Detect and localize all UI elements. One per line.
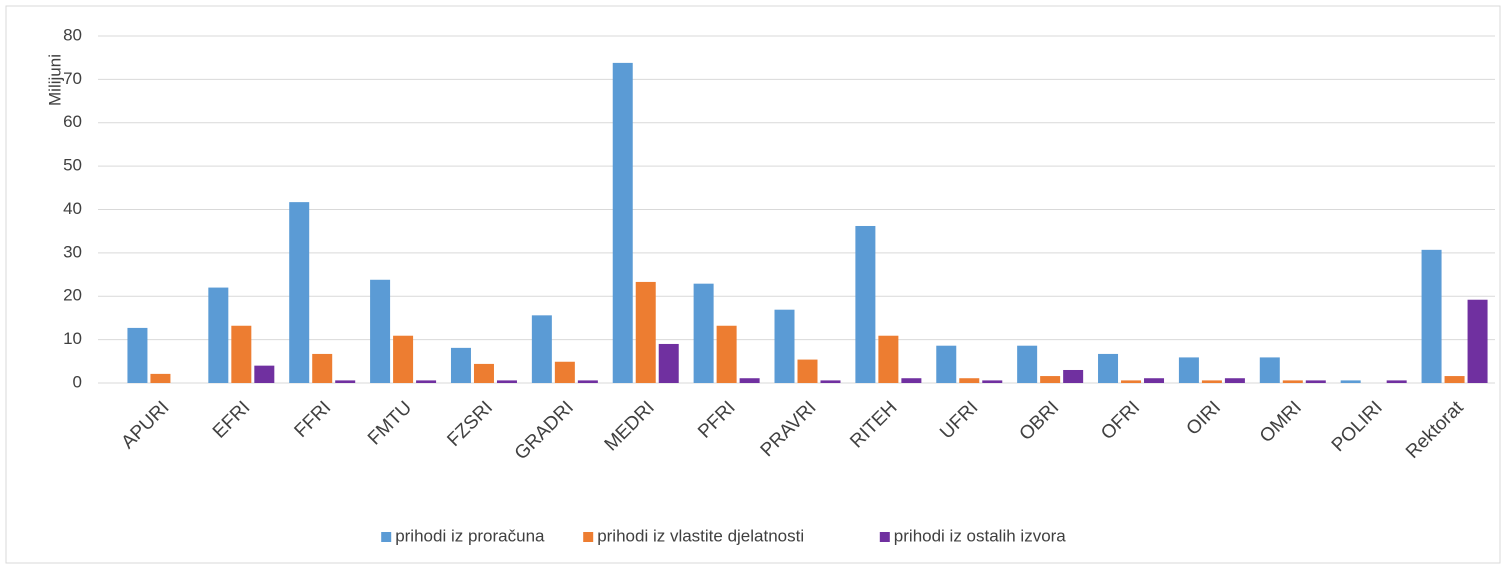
bar — [936, 345, 957, 383]
bar — [1386, 380, 1407, 383]
bar — [254, 365, 275, 383]
chart-border — [5, 5, 1501, 564]
bar — [1305, 380, 1326, 383]
y-tick-label: 0 — [73, 372, 82, 391]
legend-label: prihodi iz ostalih izvora — [894, 526, 1067, 545]
bar — [797, 359, 818, 383]
bar — [820, 380, 841, 383]
bar — [554, 361, 575, 383]
bar — [901, 378, 922, 383]
bar — [1467, 299, 1488, 383]
bar — [1144, 378, 1165, 383]
bar — [577, 380, 598, 383]
bar — [693, 283, 714, 383]
bar — [416, 380, 437, 383]
bar — [312, 353, 333, 383]
bar — [1040, 376, 1061, 383]
bar — [855, 225, 876, 383]
legend-swatch — [879, 532, 890, 542]
y-tick-label: 70 — [63, 69, 82, 88]
bar — [335, 380, 356, 383]
bar — [1017, 345, 1038, 383]
bar — [612, 62, 633, 384]
bar — [739, 378, 760, 383]
bar — [716, 325, 737, 383]
bar — [658, 343, 679, 383]
bar — [450, 347, 471, 383]
bar — [531, 315, 552, 383]
bar — [127, 327, 148, 383]
bar — [774, 309, 795, 383]
bar — [231, 325, 252, 383]
bar — [878, 335, 899, 383]
bar — [496, 380, 517, 383]
y-tick-label: 40 — [63, 199, 82, 218]
bar — [1201, 380, 1222, 383]
bar — [393, 335, 414, 383]
bar — [959, 378, 980, 383]
bar — [208, 287, 229, 383]
legend-swatch — [583, 532, 594, 542]
legend-label: prihodi iz vlastite djelatnosti — [597, 526, 804, 545]
bar — [1178, 357, 1199, 383]
y-tick-label: 80 — [63, 25, 82, 44]
y-tick-label: 60 — [63, 112, 82, 131]
bar — [1259, 357, 1280, 383]
y-tick-label: 20 — [63, 286, 82, 305]
bar — [1444, 376, 1465, 383]
bar — [150, 373, 171, 383]
bar — [370, 279, 391, 383]
bar — [1282, 380, 1303, 383]
bar — [1063, 369, 1084, 383]
y-axis-label: Milijuni — [45, 54, 64, 106]
bar — [473, 363, 494, 383]
bar — [1340, 380, 1361, 383]
y-tick-label: 30 — [63, 242, 82, 261]
bar — [289, 202, 310, 383]
legend-label: prihodi iz proračuna — [395, 526, 545, 545]
bar — [635, 281, 656, 383]
bar — [1121, 380, 1142, 383]
y-tick-label: 50 — [63, 156, 82, 175]
y-tick-label: 10 — [63, 329, 82, 348]
bar — [982, 380, 1003, 383]
bar — [1421, 249, 1442, 383]
bar — [1224, 378, 1245, 383]
bar — [1098, 353, 1119, 383]
legend-swatch — [381, 532, 392, 542]
